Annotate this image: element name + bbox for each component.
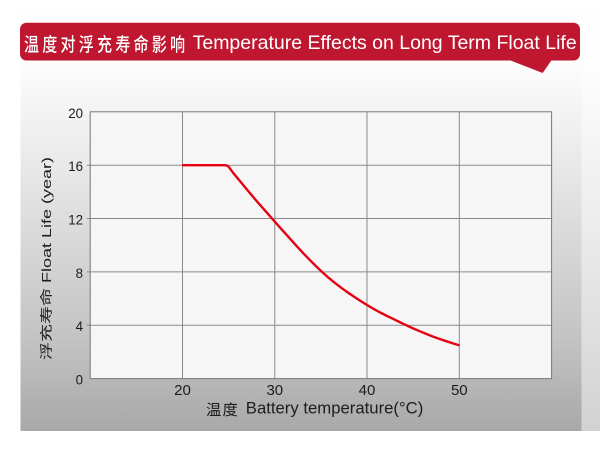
svg-text:Temperature Effects on Long Te: Temperature Effects on Long Term Float L…: [193, 32, 577, 54]
svg-text:20: 20: [174, 382, 191, 399]
svg-text:0: 0: [76, 372, 84, 388]
svg-text:16: 16: [68, 158, 83, 174]
svg-text:50: 50: [451, 382, 468, 399]
svg-text:12: 12: [68, 212, 83, 228]
svg-text:30: 30: [266, 382, 283, 399]
svg-text:40: 40: [359, 382, 376, 399]
svg-text:Float Life (year): Float Life (year): [40, 157, 54, 283]
svg-text:4: 4: [76, 318, 84, 334]
svg-text:20: 20: [68, 105, 83, 121]
svg-text:8: 8: [76, 265, 84, 281]
svg-text:Battery temperature(°C): Battery temperature(°C): [246, 400, 423, 418]
